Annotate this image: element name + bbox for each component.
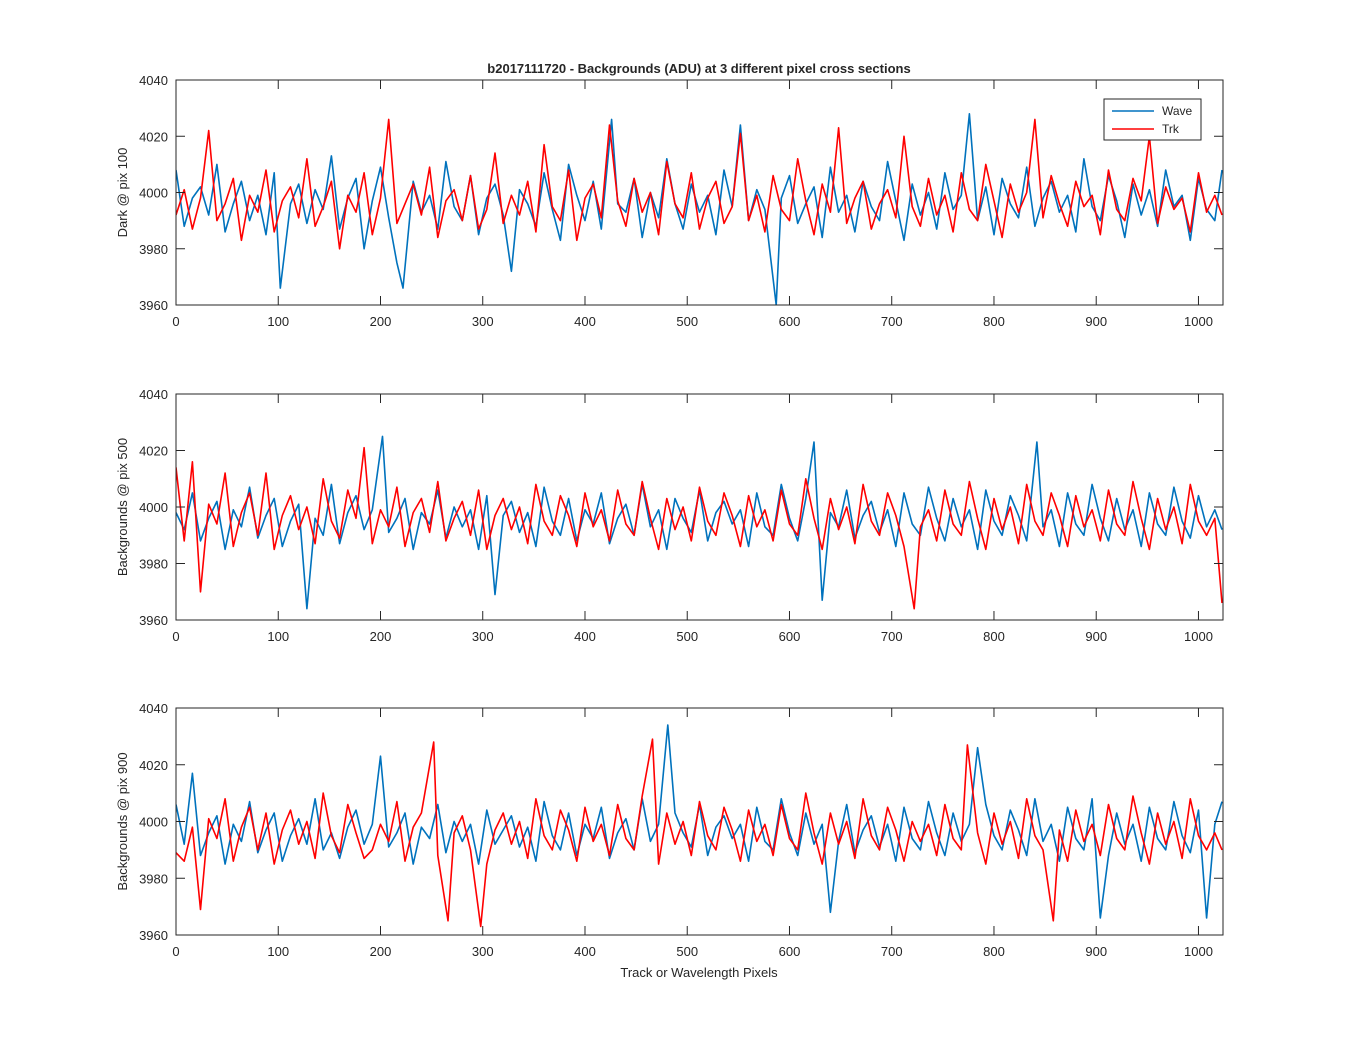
y-axis-label: Backgrounds @ pix 900	[115, 752, 130, 890]
series-line-trk	[176, 446, 1223, 610]
x-tick-label: 400	[574, 314, 596, 329]
x-tick-label: 1000	[1184, 314, 1213, 329]
x-tick-label: 700	[881, 629, 903, 644]
y-tick-label: 4020	[139, 129, 168, 144]
x-tick-label: 1000	[1184, 629, 1213, 644]
x-tick-label: 700	[881, 314, 903, 329]
x-tick-label: 600	[779, 629, 801, 644]
x-tick-label: 500	[676, 944, 698, 959]
y-tick-label: 4040	[139, 387, 168, 402]
x-tick-label: 0	[172, 944, 179, 959]
y-tick-label: 4000	[139, 186, 168, 201]
x-tick-label: 800	[983, 314, 1005, 329]
x-tick-label: 500	[676, 314, 698, 329]
legend-label-wave: Wave	[1162, 104, 1193, 118]
panel-1: 0 100 200 300 400 500 600 700 800 900 1000 3960 3980…	[115, 73, 1224, 329]
x-tick-label: 900	[1085, 629, 1107, 644]
x-tick-label: 400	[574, 944, 596, 959]
legend: Wave Trk	[1103, 98, 1202, 141]
series-group	[176, 724, 1223, 928]
y-tick-label: 3980	[139, 557, 168, 572]
x-tick-label: 900	[1085, 314, 1107, 329]
y-axis-label: Backgrounds @ pix 500	[115, 438, 130, 576]
x-tick-label: 200	[370, 314, 392, 329]
panels: 0 100 200 300 400 500 600 700 800 900 100039603980…	[115, 73, 1224, 959]
panel-3: 0 100 200 300 400 500 600 700 800 900 1000 3960 3980…	[115, 701, 1224, 959]
y-tick-label: 4020	[139, 444, 168, 459]
x-tick-label: 1000	[1184, 944, 1213, 959]
x-tick-label: 600	[779, 944, 801, 959]
x-tick-label: 400	[574, 629, 596, 644]
x-tick-label: 200	[370, 944, 392, 959]
y-tick-label: 4020	[139, 758, 168, 773]
chart-title: b2017111720 - Backgrounds (ADU) at 3 dif…	[487, 61, 910, 76]
y-tick-label: 3960	[139, 298, 168, 313]
y-tick-label: 3960	[139, 928, 168, 943]
x-tick-label: 500	[676, 629, 698, 644]
y-tick-label: 4000	[139, 815, 168, 830]
legend-label-trk: Trk	[1162, 122, 1180, 136]
y-tick-label: 3960	[139, 613, 168, 628]
series-line-trk	[176, 118, 1223, 250]
y-tick-label: 4000	[139, 500, 168, 515]
series-line-trk	[176, 738, 1223, 928]
x-tick-label: 300	[472, 314, 494, 329]
x-tick-label: 300	[472, 629, 494, 644]
x-tick-label: 100	[267, 314, 289, 329]
series-group	[176, 113, 1223, 305]
x-tick-label: 0	[172, 629, 179, 644]
x-tick-label: 0	[172, 314, 179, 329]
x-tick-label: 100	[267, 944, 289, 959]
x-tick-label: 800	[983, 629, 1005, 644]
panel-2: 0 100 200 300 400 500 600 700 800 900 1000 3960 3980…	[115, 387, 1224, 644]
x-tick-label: 200	[370, 629, 392, 644]
y-tick-label: 4040	[139, 73, 168, 88]
x-tick-label: 900	[1085, 944, 1107, 959]
x-tick-label: 300	[472, 944, 494, 959]
legend-box	[1103, 98, 1202, 141]
y-tick-label: 4040	[139, 701, 168, 716]
y-tick-label: 3980	[139, 242, 168, 257]
x-tick-label: 700	[881, 944, 903, 959]
y-tick-label: 3980	[139, 871, 168, 886]
x-tick-label: 100	[267, 629, 289, 644]
y-axis-label: Dark @ pix 100	[115, 148, 130, 238]
x-axis-label: Track or Wavelength Pixels	[620, 965, 778, 980]
x-tick-label: 600	[779, 314, 801, 329]
x-tick-label: 800	[983, 944, 1005, 959]
series-group	[176, 435, 1223, 610]
